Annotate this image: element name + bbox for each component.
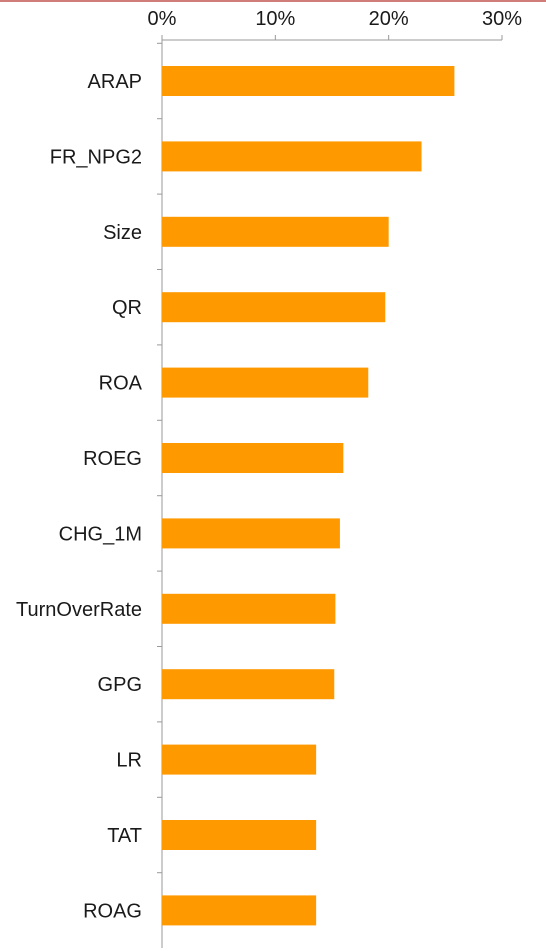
bars [162, 66, 455, 926]
category-label: TurnOverRate [16, 599, 142, 621]
bar-gpg [162, 669, 335, 700]
category-label: LR [116, 750, 142, 772]
x-tick-label: 10% [255, 8, 295, 30]
category-label: ROAG [83, 900, 142, 922]
bar-lr [162, 744, 317, 775]
bar-qr [162, 292, 386, 323]
bar-chg-1m [162, 518, 340, 549]
bar-roag [162, 895, 317, 926]
labels: 0% 10% 20% 30% ARAP FR_NPG2 Size QR ROA ROEG CHG_1… [16, 8, 522, 922]
category-label: ROA [99, 373, 143, 395]
bar-arap [162, 66, 455, 96]
bar-tat [162, 820, 317, 850]
category-label: ROEG [83, 448, 142, 470]
category-label: FR_NPG2 [50, 146, 142, 168]
x-tick-label: 0% [148, 8, 177, 30]
bar-turnoverrate [162, 593, 336, 624]
axes [157, 35, 503, 948]
category-label: Size [103, 222, 142, 244]
bar-size [162, 216, 389, 247]
bar-roeg [162, 443, 344, 473]
category-label: ARAP [88, 71, 142, 93]
category-label: GPG [98, 674, 142, 696]
x-tick-label: 30% [482, 8, 522, 30]
bar-fr-npg2 [162, 141, 422, 172]
bar-roa [162, 367, 369, 398]
x-tick-label: 20% [369, 8, 409, 30]
category-label: TAT [107, 825, 142, 847]
category-label: CHG_1M [59, 523, 142, 545]
category-label: QR [112, 297, 142, 319]
